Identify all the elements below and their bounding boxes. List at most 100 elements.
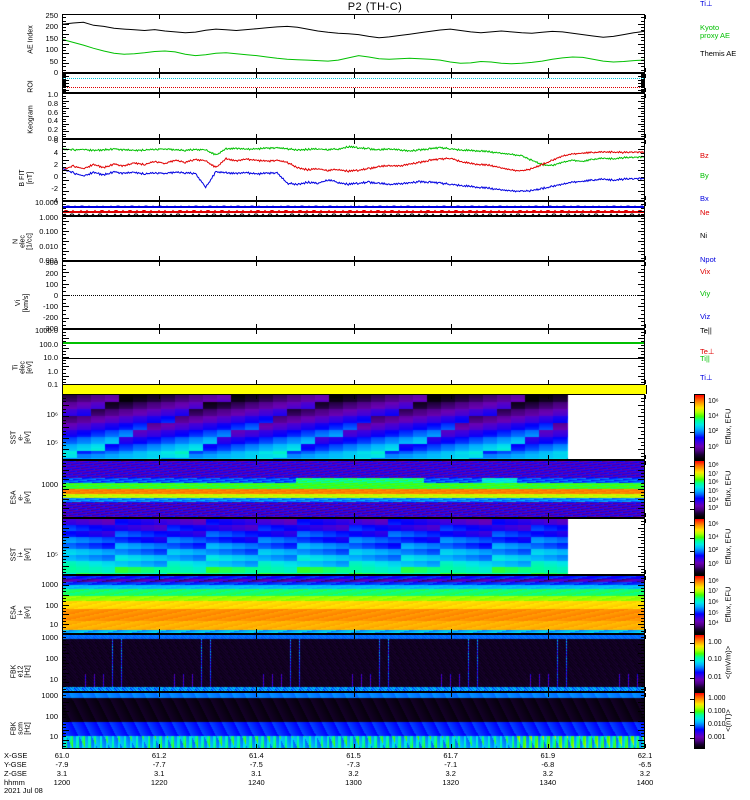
tick-mark bbox=[63, 119, 66, 120]
colorbar-tick-label: 10⁴ bbox=[708, 534, 719, 542]
tick-mark bbox=[159, 202, 160, 206]
y-tick-label: 1.0 bbox=[47, 90, 58, 99]
tick-mark bbox=[641, 113, 644, 114]
tick-mark bbox=[641, 87, 644, 88]
colorbar-title: Eflux, EFU bbox=[723, 586, 733, 622]
tick-mark bbox=[159, 744, 160, 748]
tick-mark bbox=[645, 15, 646, 19]
x-axis-value: -6.8 bbox=[541, 760, 555, 769]
tick-mark bbox=[641, 423, 644, 424]
tick-mark bbox=[451, 395, 452, 399]
tick-mark bbox=[645, 256, 646, 260]
y-tick-label: 10.0 bbox=[43, 353, 58, 362]
tick-mark bbox=[638, 357, 644, 358]
tick-mark bbox=[548, 693, 549, 697]
tick-mark bbox=[63, 608, 66, 609]
tick-mark bbox=[159, 519, 160, 523]
tick-mark bbox=[159, 68, 160, 72]
tick-mark bbox=[641, 60, 644, 61]
tick-mark bbox=[63, 423, 66, 424]
tick-mark bbox=[63, 348, 69, 349]
tick-mark bbox=[63, 287, 66, 288]
tick-mark bbox=[256, 68, 257, 72]
x-axis-value: 3.2 bbox=[445, 769, 456, 778]
y-tick-label: 0 bbox=[53, 291, 58, 300]
tick-mark bbox=[451, 202, 452, 206]
tick-mark bbox=[641, 351, 644, 352]
esa-i-colorbar bbox=[694, 575, 705, 634]
colorbar-tick-label: 0.01 bbox=[708, 673, 722, 681]
tick-mark bbox=[63, 624, 69, 625]
tick-mark bbox=[641, 299, 644, 300]
tick-mark bbox=[63, 265, 66, 266]
tick-mark bbox=[354, 196, 355, 200]
tick-mark bbox=[63, 40, 66, 41]
tick-mark bbox=[641, 136, 644, 137]
tick-mark bbox=[641, 608, 644, 609]
tick-mark bbox=[63, 505, 66, 506]
fbk-e12-colorbar bbox=[694, 634, 705, 692]
tick-mark bbox=[63, 598, 66, 599]
x-axis-value: 61.2 bbox=[151, 751, 167, 760]
tick-mark bbox=[645, 395, 646, 399]
tick-mark bbox=[641, 486, 644, 487]
x-axis-value: 62.1 bbox=[637, 751, 653, 760]
tick-mark bbox=[63, 556, 69, 557]
tick-mark bbox=[159, 395, 160, 399]
tick-mark bbox=[641, 81, 644, 82]
trace-legend-label: Ti⊥ bbox=[700, 373, 713, 382]
tick-mark bbox=[256, 744, 257, 748]
tick-mark bbox=[641, 379, 644, 380]
y-tick-label: 0.001 bbox=[39, 256, 58, 265]
tick-mark bbox=[641, 27, 644, 28]
tick-mark bbox=[690, 447, 694, 448]
tick-mark bbox=[641, 453, 644, 454]
tick-mark bbox=[63, 50, 66, 51]
y-tick-label: 6 bbox=[53, 136, 58, 145]
tick-mark bbox=[641, 280, 644, 281]
tick-mark bbox=[641, 705, 644, 706]
tick-mark bbox=[63, 351, 66, 352]
tick-mark bbox=[256, 74, 257, 78]
tick-mark bbox=[641, 89, 644, 90]
tick-mark bbox=[641, 98, 644, 99]
tick-mark bbox=[451, 461, 452, 465]
tick-mark bbox=[641, 96, 644, 97]
tick-mark bbox=[548, 324, 549, 328]
tick-mark bbox=[641, 647, 644, 648]
tick-mark bbox=[641, 476, 644, 477]
tick-mark bbox=[690, 501, 694, 502]
tick-mark bbox=[645, 576, 646, 580]
tick-mark bbox=[63, 398, 66, 399]
x-axis-value: 1240 bbox=[247, 778, 265, 787]
tick-mark bbox=[63, 679, 66, 680]
tick-mark bbox=[63, 657, 66, 658]
tick-mark bbox=[641, 194, 644, 195]
tick-mark bbox=[354, 134, 355, 138]
tick-mark bbox=[63, 310, 66, 311]
tick-mark bbox=[63, 276, 66, 277]
tick-mark bbox=[641, 92, 644, 93]
tick-mark bbox=[354, 256, 355, 260]
tick-mark bbox=[641, 198, 644, 199]
y-tick-label: 10⁵ bbox=[46, 437, 58, 447]
tick-mark bbox=[641, 708, 644, 709]
tick-mark bbox=[63, 611, 66, 612]
tick-mark bbox=[641, 382, 644, 383]
tick-mark bbox=[63, 714, 66, 715]
tick-mark bbox=[645, 68, 646, 72]
tick-mark bbox=[63, 650, 66, 651]
tick-mark bbox=[690, 564, 694, 565]
tick-mark bbox=[641, 398, 644, 399]
tick-mark bbox=[641, 269, 644, 270]
tick-mark bbox=[256, 570, 257, 574]
tick-mark bbox=[63, 341, 66, 342]
tick-mark bbox=[63, 80, 69, 81]
tick-mark bbox=[63, 618, 66, 619]
tick-mark bbox=[354, 202, 355, 206]
tick-mark bbox=[451, 455, 452, 459]
tick-mark bbox=[354, 570, 355, 574]
tick-mark bbox=[63, 595, 69, 596]
tick-mark bbox=[63, 321, 66, 322]
tick-mark bbox=[63, 442, 66, 443]
